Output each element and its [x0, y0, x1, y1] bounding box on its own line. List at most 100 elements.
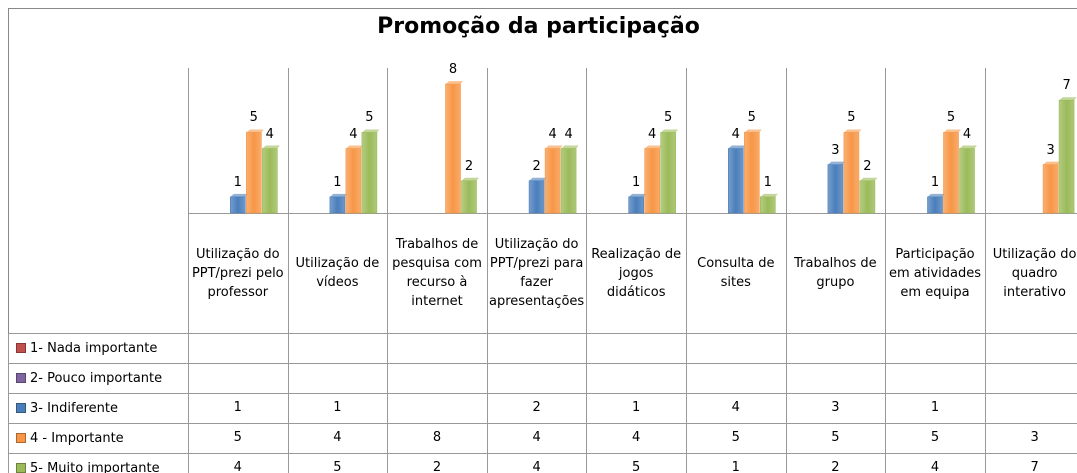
bar-top [529, 177, 547, 181]
bar-top [262, 145, 280, 149]
data-label: 1 [763, 174, 772, 190]
data-label: 5 [365, 110, 374, 126]
x-tick-label: Trabalhos de grupo [794, 256, 877, 290]
data-label: 3 [1046, 142, 1055, 158]
table-value: 4 [532, 430, 541, 445]
bar [1042, 164, 1059, 214]
data-label: 2 [464, 158, 474, 174]
bar [827, 164, 844, 214]
table-value: 8 [432, 430, 442, 445]
data-label: 5 [847, 110, 856, 126]
legend-label: 1- Nada importante [30, 340, 158, 356]
legend-key [16, 433, 26, 443]
table-value: 2 [432, 460, 442, 473]
bar-top [345, 145, 364, 149]
table-value: 7 [1030, 460, 1039, 473]
x-tick-label: Utilização do PPT/prezi pelo professor [191, 246, 284, 300]
table-value: 3 [831, 400, 840, 415]
x-tick-label: Utilização do quadro interativo [992, 246, 1077, 300]
table-value: 4 [731, 400, 740, 415]
table-value: 1 [930, 400, 940, 415]
data-label: 4 [731, 126, 740, 142]
legend-entry: 3- Indiferente [12, 393, 186, 423]
bar-top [959, 145, 977, 149]
bar [445, 83, 461, 214]
table-value: 5 [831, 430, 840, 445]
bar [959, 148, 975, 214]
data-label: 1 [632, 174, 641, 190]
table-value: 1 [632, 400, 641, 415]
data-label: 7 [1062, 78, 1071, 94]
legend-key [16, 343, 26, 353]
data-label: 4 [962, 126, 972, 142]
bar-top [445, 81, 463, 85]
bar-top [246, 129, 264, 133]
data-label: 4 [265, 126, 274, 142]
bar [660, 132, 677, 214]
legend-label: 5- Muito importante [30, 460, 160, 473]
bar-top [744, 129, 762, 133]
table-value: 5 [333, 460, 342, 473]
table-value: 1 [731, 460, 740, 473]
chart-title: Promoção da participação [377, 14, 700, 39]
bar-top [329, 193, 348, 197]
table-value: 2 [831, 460, 840, 473]
table-value: 4 [632, 430, 641, 445]
legend-entry: 4 - Importante [12, 423, 186, 453]
x-tick-label: Realização de jogos didáticos [591, 246, 682, 300]
x-tick-label: Trabalhos de pesquisa com recurso à inte… [392, 237, 482, 309]
table-value: 5 [930, 430, 940, 445]
bar-top [760, 193, 778, 197]
table-value: 4 [532, 460, 541, 473]
table-value: 3 [1030, 430, 1039, 445]
bar [261, 148, 278, 214]
data-label: 2 [863, 158, 872, 174]
bar-top [660, 129, 679, 133]
bar [230, 196, 246, 214]
data-label: 4 [648, 126, 657, 142]
data-label: 3 [831, 142, 840, 158]
data-label: 2 [532, 158, 541, 174]
data-label: 5 [249, 110, 258, 126]
bar [927, 196, 943, 214]
bar [943, 132, 959, 214]
x-tick-label: Consulta de sites [697, 256, 775, 290]
table-value: 5 [632, 460, 641, 473]
legend-key [16, 373, 26, 383]
bar [329, 196, 346, 214]
bar-top [843, 129, 862, 133]
data-label: 5 [946, 110, 956, 126]
x-tick-label: Participação em atividades em equipa [888, 246, 981, 300]
bar-top [461, 177, 479, 181]
bar [859, 180, 876, 214]
legend-entry: 1- Nada importante [12, 333, 186, 363]
bar-top [859, 177, 878, 181]
bar-top [361, 129, 380, 133]
bar-top [827, 161, 846, 165]
table-value: 2 [532, 400, 541, 415]
data-label: 5 [747, 110, 756, 126]
table-value: 4 [333, 430, 342, 445]
legend-key [16, 463, 26, 473]
data-label: 4 [349, 126, 358, 142]
bar-top [1043, 161, 1061, 165]
legend-label: 3- Indiferente [30, 400, 118, 416]
x-tick-label: Utilização de vídeos [295, 256, 380, 290]
table-value: 1 [333, 400, 342, 415]
legend-label: 4 - Importante [30, 430, 124, 446]
bar-top [728, 145, 746, 149]
bar-top [943, 129, 961, 133]
data-label: 4 [564, 126, 573, 142]
table-value: 4 [930, 460, 940, 473]
data-label: 5 [664, 110, 673, 126]
table-value: 5 [731, 430, 740, 445]
bar [560, 148, 577, 214]
x-tick-label: Utilização do PPT/prezi para fazer apres… [488, 237, 585, 309]
table-value: 5 [233, 430, 242, 445]
bar [727, 148, 744, 214]
bar-top [561, 145, 579, 149]
bar-top [628, 193, 647, 197]
bar [628, 196, 645, 214]
data-label: 8 [448, 62, 458, 78]
